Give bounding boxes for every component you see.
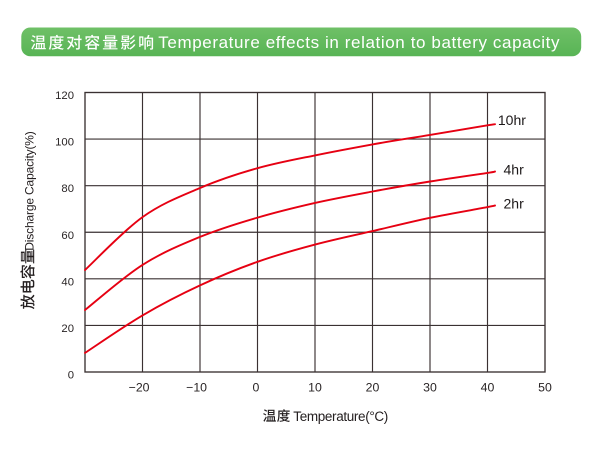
svg-text:10hr: 10hr bbox=[498, 112, 526, 128]
svg-text:40: 40 bbox=[481, 381, 495, 395]
svg-text:4hr: 4hr bbox=[504, 162, 525, 178]
svg-text:0: 0 bbox=[252, 381, 259, 395]
svg-text:60: 60 bbox=[61, 230, 74, 242]
svg-text:−10: −10 bbox=[186, 381, 207, 395]
svg-text:30: 30 bbox=[423, 381, 437, 395]
svg-text:10: 10 bbox=[308, 381, 322, 395]
svg-text:−20: −20 bbox=[129, 381, 150, 395]
svg-text:0: 0 bbox=[68, 370, 74, 382]
svg-text:40: 40 bbox=[61, 276, 74, 288]
svg-text:Temperature(°C): Temperature(°C) bbox=[293, 409, 388, 424]
svg-text:Temperature effects in relatio: Temperature effects in relation to batte… bbox=[158, 33, 560, 52]
svg-text:80: 80 bbox=[61, 183, 74, 195]
svg-text:50: 50 bbox=[538, 381, 552, 395]
svg-text:2hr: 2hr bbox=[504, 196, 525, 212]
svg-text:20: 20 bbox=[366, 381, 380, 395]
svg-text:120: 120 bbox=[55, 90, 74, 102]
svg-text:100: 100 bbox=[55, 137, 74, 149]
svg-text:20: 20 bbox=[61, 323, 74, 335]
svg-text:Discharge Capacity(%): Discharge Capacity(%) bbox=[22, 131, 36, 251]
